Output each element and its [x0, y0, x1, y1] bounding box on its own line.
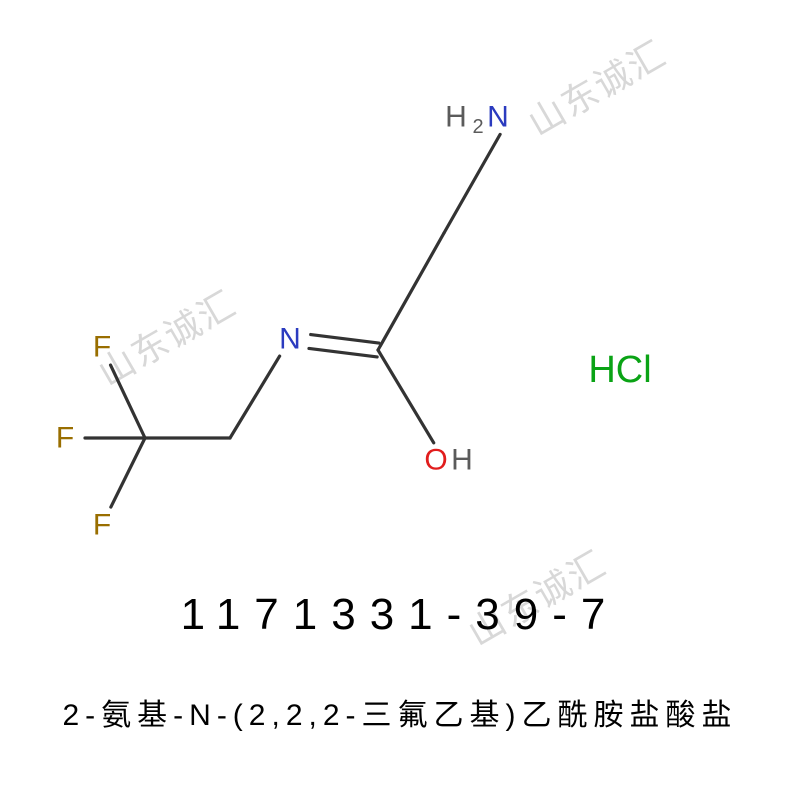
- svg-text:2: 2: [472, 116, 483, 138]
- cas-number: 1171331-39-7: [0, 590, 800, 640]
- svg-text:N: N: [279, 323, 301, 356]
- svg-text:F: F: [56, 422, 74, 455]
- svg-text:H: H: [451, 444, 473, 477]
- svg-text:H: H: [445, 101, 467, 134]
- compound-name: 2-氨基-N-(2,2,2-三氟乙基)乙酰胺盐酸盐: [0, 690, 800, 734]
- svg-text:O: O: [424, 444, 447, 477]
- molecule-structure: H2NOHNFFFHCl: [0, 0, 800, 800]
- svg-text:HCl: HCl: [588, 349, 651, 391]
- svg-text:N: N: [487, 101, 509, 134]
- svg-text:F: F: [93, 509, 111, 542]
- svg-text:F: F: [93, 331, 111, 364]
